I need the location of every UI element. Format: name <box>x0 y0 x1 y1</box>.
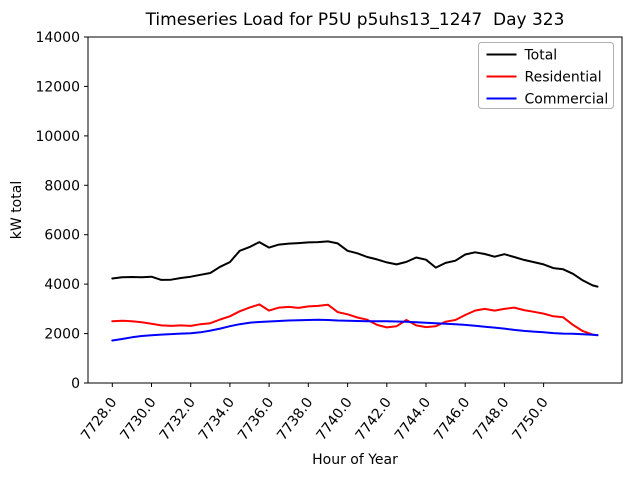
y-tick-label: 12000 <box>35 79 80 95</box>
y-tick-label: 0 <box>71 376 80 392</box>
y-axis-label: kW total <box>9 181 25 239</box>
x-tick-label: 7742.0 <box>353 395 395 444</box>
legend-box <box>478 42 614 109</box>
legend-entry: Residential <box>486 70 602 86</box>
legend-entry: Commercial <box>486 92 609 108</box>
y-tick-label: 4000 <box>44 277 80 293</box>
chart-title: Timeseries Load for P5U p5uhs13_1247 Day… <box>145 10 565 30</box>
x-tick-label: 7732.0 <box>157 395 199 444</box>
legend-label: Residential <box>525 70 602 86</box>
x-tick-label: 7734.0 <box>196 395 238 444</box>
legend-label: Commercial <box>525 92 609 108</box>
x-tick-label: 7740.0 <box>314 395 356 444</box>
series-lines <box>111 240 599 342</box>
y-tick-label: 8000 <box>44 178 80 194</box>
legend: Total Residential Commercial <box>478 42 614 109</box>
series-residential-line <box>111 303 599 337</box>
y-tick-label: 14000 <box>35 30 80 46</box>
x-tick-label: 7738.0 <box>274 395 316 444</box>
x-tick-label: 7736.0 <box>235 395 277 444</box>
x-tick-label: 7730.0 <box>117 395 159 444</box>
x-tick-label: 7748.0 <box>470 395 512 444</box>
x-tick-label: 7746.0 <box>431 395 473 444</box>
series-total-line <box>111 240 599 288</box>
y-tick-label: 2000 <box>44 327 80 343</box>
y-tick-label: 6000 <box>44 228 80 244</box>
x-tick-label: 7750.0 <box>510 395 552 444</box>
x-tick-label: 7744.0 <box>392 395 434 444</box>
x-tick-label: 7728.0 <box>78 395 120 444</box>
plot-frame <box>87 36 623 384</box>
legend-entry: Total <box>486 48 558 64</box>
series-commercial-line <box>111 318 599 342</box>
x-axis-label: Hour of Year <box>312 452 398 468</box>
legend-label: Total <box>524 48 558 64</box>
y-tick-label: 10000 <box>35 129 80 145</box>
